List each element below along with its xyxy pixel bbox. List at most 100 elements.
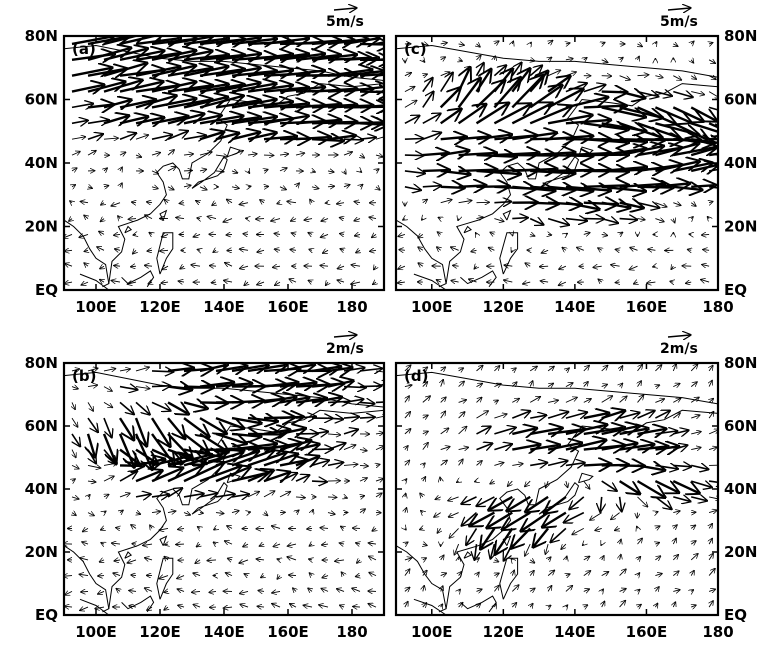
wind-vector	[512, 603, 516, 607]
wind-vector	[405, 528, 406, 529]
wind-vector	[459, 603, 463, 607]
wind-vector	[145, 588, 152, 591]
wind-vector	[152, 187, 158, 189]
x-tick-label: 180	[336, 623, 367, 641]
wind-vector	[584, 571, 591, 576]
wind-vector	[309, 559, 312, 560]
wind-vector	[637, 513, 638, 518]
wind-vector	[111, 203, 120, 206]
wind-vector	[477, 411, 489, 418]
wind-vector	[344, 139, 363, 140]
panel-label: (a)	[72, 40, 96, 58]
wind-vector	[548, 219, 568, 225]
wind-vector	[691, 415, 699, 418]
wind-vector	[405, 429, 411, 434]
wind-vector	[691, 481, 711, 487]
wind-vector	[370, 250, 376, 251]
wind-vector	[118, 216, 120, 219]
wind-vector	[160, 250, 168, 251]
wind-vector	[688, 250, 692, 251]
wind-vector	[240, 591, 248, 593]
wind-vector	[542, 250, 549, 253]
wind-vector	[709, 554, 713, 560]
wind-vector	[551, 528, 566, 542]
wind-vector	[357, 560, 360, 563]
wind-vector	[584, 481, 590, 489]
wind-vector	[352, 588, 360, 591]
wind-vector	[691, 554, 698, 560]
wind-vector	[70, 201, 72, 203]
wind-vector	[344, 171, 346, 174]
wind-vector	[702, 265, 709, 267]
wind-vector	[354, 219, 360, 221]
wind-vector	[280, 168, 287, 171]
wind-vector	[474, 266, 476, 269]
wind-vector	[200, 169, 206, 171]
wind-vector	[145, 265, 152, 266]
wind-vector	[440, 478, 441, 482]
wind-vector	[341, 527, 344, 529]
wind-vector	[81, 282, 88, 285]
wind-vector	[354, 202, 360, 203]
wind-vector	[593, 266, 601, 267]
wind-vector	[494, 444, 511, 449]
wind-vector	[328, 463, 343, 466]
wind-vector	[308, 233, 312, 235]
wind-vector	[559, 282, 566, 285]
wind-vector	[184, 513, 190, 515]
wind-vector	[342, 572, 345, 575]
wind-vector	[344, 445, 356, 450]
wind-vector	[405, 494, 406, 497]
wind-vector	[423, 558, 426, 560]
wind-vector	[104, 495, 109, 497]
wind-vector	[459, 60, 462, 61]
wind-vector	[360, 92, 391, 93]
wind-vector	[655, 42, 656, 44]
wind-vector	[673, 511, 680, 513]
wind-vector	[548, 234, 551, 235]
wind-vector	[65, 591, 72, 595]
wind-vector	[227, 200, 232, 203]
x-tick-label: 180	[702, 298, 733, 316]
wind-vector	[133, 250, 136, 253]
wind-vector	[620, 366, 623, 371]
wind-vector	[548, 400, 558, 402]
wind-vector	[376, 59, 401, 60]
wind-vector	[321, 219, 328, 222]
wind-vector	[534, 528, 548, 546]
wind-vector	[114, 234, 120, 235]
wind-vector	[304, 605, 313, 607]
wind-vector	[405, 602, 408, 607]
wind-vector	[459, 459, 463, 465]
wind-vector	[248, 512, 250, 513]
wind-vector	[525, 544, 530, 556]
wind-vector	[548, 605, 551, 607]
wind-vector	[477, 573, 479, 576]
wind-vector	[180, 203, 184, 204]
wind-vector	[490, 481, 494, 484]
wind-vector	[88, 151, 96, 155]
wind-vector	[477, 444, 492, 450]
y-tick-label: 80N	[724, 354, 757, 372]
wind-vector	[477, 427, 491, 434]
wind-vector	[423, 586, 424, 592]
wind-vector	[441, 73, 453, 92]
wind-vector	[673, 571, 678, 575]
wind-vector	[423, 431, 428, 434]
wind-vector	[194, 605, 201, 608]
wind-vector	[326, 282, 328, 285]
wind-vector	[441, 555, 444, 560]
wind-vector	[150, 525, 152, 528]
wind-vector	[405, 479, 407, 481]
wind-vector	[120, 183, 122, 187]
wind-vector	[459, 201, 472, 203]
wind-vector	[360, 509, 365, 512]
wind-vector	[344, 430, 357, 434]
wind-vector	[177, 576, 184, 579]
wind-vector	[423, 133, 441, 139]
wind-vector	[530, 397, 540, 403]
wind-vector	[104, 168, 107, 171]
wind-vector	[232, 187, 239, 189]
wind-vector	[65, 606, 72, 607]
